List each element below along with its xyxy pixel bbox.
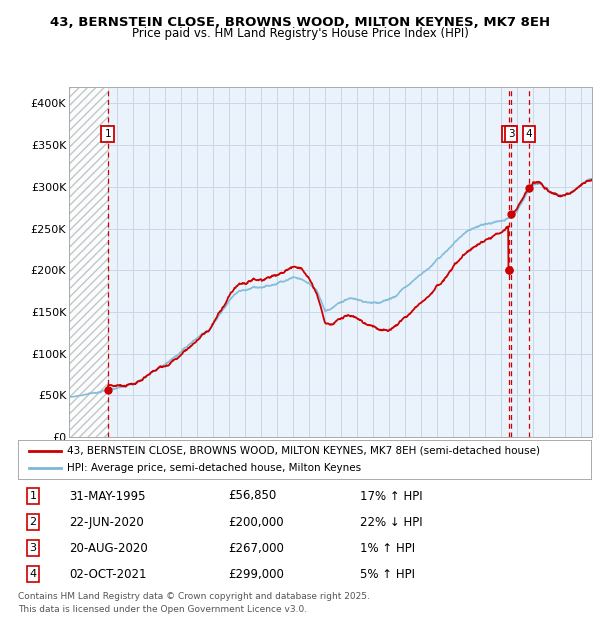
Text: 1: 1 <box>104 129 111 139</box>
Text: HPI: Average price, semi-detached house, Milton Keynes: HPI: Average price, semi-detached house,… <box>67 463 361 473</box>
Text: 2: 2 <box>29 517 37 527</box>
Text: £299,000: £299,000 <box>228 568 284 580</box>
Text: £56,850: £56,850 <box>228 490 276 502</box>
Text: Price paid vs. HM Land Registry's House Price Index (HPI): Price paid vs. HM Land Registry's House … <box>131 27 469 40</box>
Text: 02-OCT-2021: 02-OCT-2021 <box>69 568 146 580</box>
Text: 22% ↓ HPI: 22% ↓ HPI <box>360 516 422 528</box>
Text: 43, BERNSTEIN CLOSE, BROWNS WOOD, MILTON KEYNES, MK7 8EH (semi-detached house): 43, BERNSTEIN CLOSE, BROWNS WOOD, MILTON… <box>67 446 540 456</box>
Text: 1: 1 <box>29 491 37 501</box>
Text: Contains HM Land Registry data © Crown copyright and database right 2025.: Contains HM Land Registry data © Crown c… <box>18 592 370 601</box>
Text: 4: 4 <box>29 569 37 579</box>
Text: 31-MAY-1995: 31-MAY-1995 <box>69 490 146 502</box>
Text: 43, BERNSTEIN CLOSE, BROWNS WOOD, MILTON KEYNES, MK7 8EH: 43, BERNSTEIN CLOSE, BROWNS WOOD, MILTON… <box>50 16 550 29</box>
Text: 22-JUN-2020: 22-JUN-2020 <box>69 516 144 528</box>
Text: £267,000: £267,000 <box>228 542 284 554</box>
Text: 3: 3 <box>508 129 515 139</box>
Text: This data is licensed under the Open Government Licence v3.0.: This data is licensed under the Open Gov… <box>18 604 307 614</box>
Text: 3: 3 <box>29 543 37 553</box>
Text: 4: 4 <box>526 129 532 139</box>
Text: 1% ↑ HPI: 1% ↑ HPI <box>360 542 415 554</box>
Text: 5% ↑ HPI: 5% ↑ HPI <box>360 568 415 580</box>
Text: 2: 2 <box>505 129 512 139</box>
Text: 20-AUG-2020: 20-AUG-2020 <box>69 542 148 554</box>
Text: £200,000: £200,000 <box>228 516 284 528</box>
Text: 17% ↑ HPI: 17% ↑ HPI <box>360 490 422 502</box>
